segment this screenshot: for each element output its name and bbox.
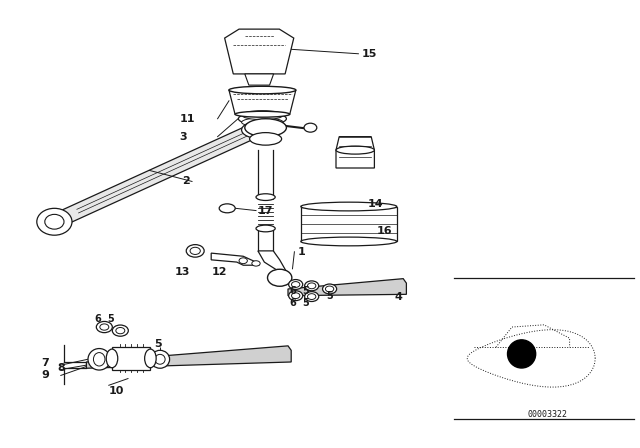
Ellipse shape <box>186 245 204 257</box>
Polygon shape <box>225 29 294 74</box>
Polygon shape <box>245 74 274 85</box>
Text: 4: 4 <box>395 292 403 302</box>
Text: 1: 1 <box>298 247 305 257</box>
Text: 6: 6 <box>95 314 102 324</box>
Ellipse shape <box>244 119 287 137</box>
Polygon shape <box>211 253 259 265</box>
Ellipse shape <box>219 204 236 213</box>
Ellipse shape <box>304 123 317 132</box>
Polygon shape <box>51 119 269 228</box>
Ellipse shape <box>116 327 125 334</box>
Polygon shape <box>86 346 291 368</box>
Text: 5: 5 <box>108 314 115 324</box>
Ellipse shape <box>301 237 397 246</box>
Text: 5: 5 <box>302 286 309 296</box>
Ellipse shape <box>190 247 200 254</box>
Ellipse shape <box>289 291 303 301</box>
Ellipse shape <box>256 194 275 201</box>
Ellipse shape <box>307 283 316 289</box>
Ellipse shape <box>145 349 156 368</box>
Ellipse shape <box>336 146 374 154</box>
Ellipse shape <box>242 121 277 138</box>
Ellipse shape <box>239 258 248 263</box>
Ellipse shape <box>235 111 290 117</box>
Polygon shape <box>336 137 374 168</box>
Text: 8: 8 <box>58 363 65 373</box>
Text: 13: 13 <box>175 267 190 277</box>
Ellipse shape <box>100 324 109 330</box>
Ellipse shape <box>289 280 303 289</box>
Ellipse shape <box>113 325 128 336</box>
Ellipse shape <box>301 202 397 211</box>
Ellipse shape <box>323 284 337 294</box>
Text: 7: 7 <box>42 358 49 368</box>
Polygon shape <box>301 207 397 241</box>
Ellipse shape <box>268 269 292 286</box>
Text: 15: 15 <box>362 49 377 59</box>
Ellipse shape <box>326 286 334 292</box>
Ellipse shape <box>305 292 319 302</box>
Ellipse shape <box>250 133 282 145</box>
Text: 6: 6 <box>289 286 296 296</box>
Text: 3: 3 <box>179 132 187 142</box>
Ellipse shape <box>37 208 72 235</box>
Ellipse shape <box>155 354 165 364</box>
Text: 11: 11 <box>179 114 195 124</box>
Ellipse shape <box>307 294 316 300</box>
Ellipse shape <box>252 261 260 266</box>
Text: 14: 14 <box>368 199 383 209</box>
Ellipse shape <box>106 349 118 368</box>
Ellipse shape <box>238 112 287 125</box>
Text: 5: 5 <box>326 291 333 301</box>
Ellipse shape <box>88 349 111 370</box>
Text: 10: 10 <box>109 386 124 396</box>
Polygon shape <box>288 279 406 296</box>
Text: 12: 12 <box>211 267 227 277</box>
Circle shape <box>508 340 536 368</box>
Ellipse shape <box>93 353 105 366</box>
Polygon shape <box>229 90 296 114</box>
Ellipse shape <box>292 293 300 298</box>
Ellipse shape <box>150 350 170 368</box>
Text: 6: 6 <box>289 298 296 308</box>
Ellipse shape <box>241 111 283 120</box>
Text: 9: 9 <box>42 370 49 380</box>
Ellipse shape <box>97 322 113 332</box>
Text: 16: 16 <box>376 226 392 236</box>
Ellipse shape <box>45 215 64 229</box>
Ellipse shape <box>305 281 319 291</box>
Polygon shape <box>112 347 150 370</box>
Text: 17: 17 <box>258 206 273 215</box>
Ellipse shape <box>292 282 300 288</box>
Text: 5: 5 <box>154 339 162 349</box>
Ellipse shape <box>241 118 283 127</box>
Ellipse shape <box>229 86 296 94</box>
Polygon shape <box>258 251 286 271</box>
Ellipse shape <box>256 225 275 232</box>
Text: 00003322: 00003322 <box>527 410 567 419</box>
Text: 5: 5 <box>302 298 309 308</box>
Text: 2: 2 <box>182 177 190 186</box>
